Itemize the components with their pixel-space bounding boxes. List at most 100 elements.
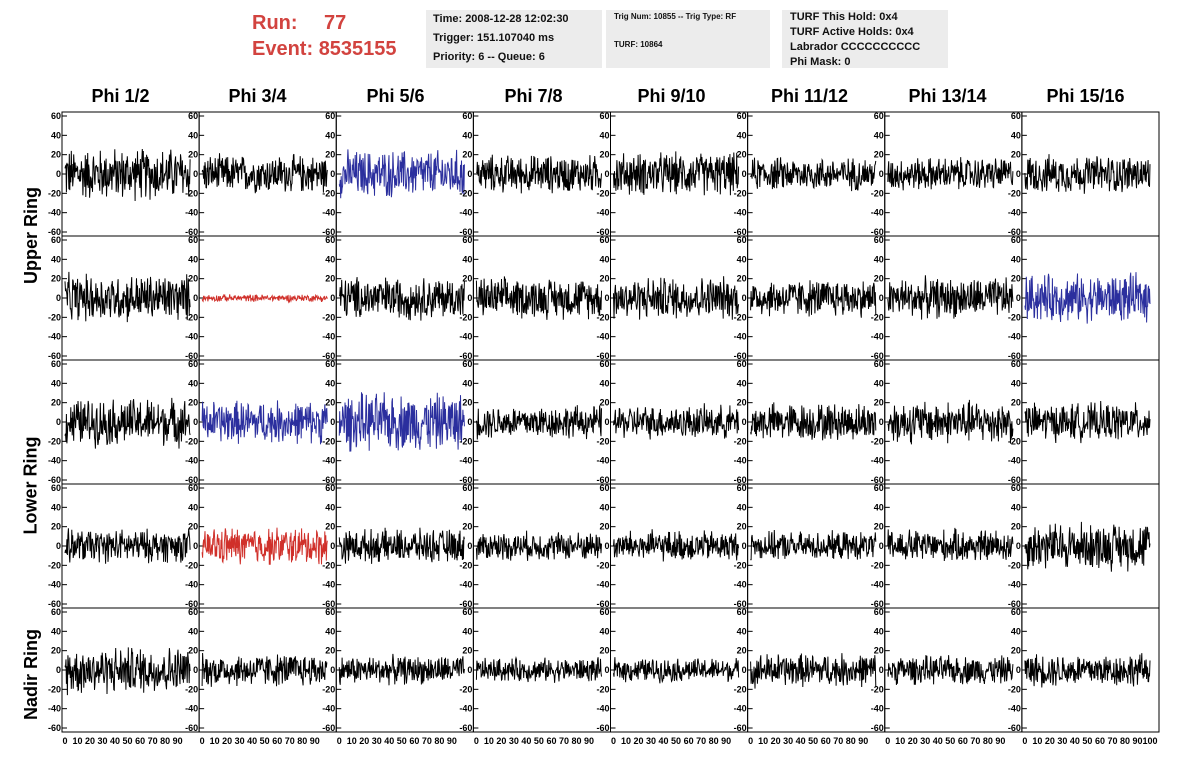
x-tick-label: 100 bbox=[1142, 736, 1157, 746]
x-tick-label: 40 bbox=[659, 736, 669, 746]
column-header-phi-15-16: Phi 15/16 bbox=[1046, 86, 1125, 106]
x-tick-label: 50 bbox=[671, 736, 681, 746]
waveform-panel: 60 40 20 0 -20 -40 -60 bbox=[871, 359, 1023, 485]
y-tick-label: 0 bbox=[604, 541, 609, 551]
x-tick-label: 60 bbox=[958, 736, 968, 746]
waveform-panel: 60 40 20 0 -20 -40 -60 bbox=[185, 607, 337, 733]
waveform-panel: 60 40 20 0 -20 -40 -60 bbox=[459, 235, 611, 361]
y-tick-label: -20 bbox=[1008, 188, 1021, 198]
waveform-trace bbox=[613, 657, 740, 684]
event-value: 8535155 bbox=[318, 38, 397, 60]
y-tick-label: -40 bbox=[734, 704, 747, 714]
y-tick-label: -60 bbox=[1008, 351, 1021, 361]
y-tick-label: 40 bbox=[737, 378, 747, 388]
y-tick-label: -60 bbox=[459, 723, 472, 733]
y-tick-label: -40 bbox=[871, 456, 884, 466]
x-tick-label: 30 bbox=[372, 736, 382, 746]
y-tick-label: 60 bbox=[51, 235, 61, 245]
y-tick-label: -60 bbox=[596, 351, 609, 361]
waveform-panel: 60 40 20 0 -20 -40 -60 bbox=[596, 607, 749, 733]
waveform-panel: 60 40 20 0 -20 -40 -60 bbox=[185, 111, 337, 237]
y-tick-label: 0 bbox=[56, 169, 61, 179]
y-tick-label: 20 bbox=[599, 150, 609, 160]
x-tick-label: 10 bbox=[347, 736, 357, 746]
y-tick-label: 60 bbox=[188, 359, 198, 369]
y-tick-label: -60 bbox=[48, 599, 61, 609]
x-tick-label: 30 bbox=[920, 736, 930, 746]
waveform-panel: 60 40 20 0 -20 -40 -60 bbox=[734, 235, 886, 361]
y-tick-label: 20 bbox=[599, 398, 609, 408]
y-tick-label: -60 bbox=[185, 351, 198, 361]
y-tick-label: 20 bbox=[1011, 398, 1021, 408]
x-tick-label: 70 bbox=[833, 736, 843, 746]
column-header-phi-11-12: Phi 11/12 bbox=[770, 86, 849, 106]
x-tick-label: 30 bbox=[783, 736, 793, 746]
run-label: Run: bbox=[252, 12, 298, 34]
y-tick-label: 20 bbox=[874, 522, 884, 532]
x-tick-label: 70 bbox=[970, 736, 980, 746]
y-tick-label: 60 bbox=[874, 235, 884, 245]
column-header-phi-7-8: Phi 7/8 bbox=[504, 86, 563, 106]
x-tick-label: 60 bbox=[546, 736, 556, 746]
y-tick-label: 40 bbox=[737, 254, 747, 264]
y-tick-label: -40 bbox=[1008, 208, 1021, 218]
run-event-header: Run: 77 Event: 8535155 bbox=[252, 10, 422, 62]
y-tick-label: -40 bbox=[871, 704, 884, 714]
y-tick-label: 40 bbox=[599, 378, 609, 388]
x-tick-label: 90 bbox=[310, 736, 320, 746]
x-tick-label: 20 bbox=[359, 736, 369, 746]
y-tick-label: 0 bbox=[879, 665, 884, 675]
y-tick-label: -40 bbox=[48, 580, 61, 590]
x-tick-label: 20 bbox=[222, 736, 232, 746]
x-tick-label: 80 bbox=[709, 736, 719, 746]
y-tick-label: 20 bbox=[462, 398, 472, 408]
waveform-trace bbox=[64, 528, 191, 564]
x-tick-label: 90 bbox=[1132, 736, 1142, 746]
waveform-trace bbox=[475, 154, 602, 194]
y-tick-label: -40 bbox=[596, 332, 609, 342]
waveform-panel: 60 40 20 0 -20 -40 -60 bbox=[1008, 607, 1160, 733]
y-tick-label: -40 bbox=[459, 704, 472, 714]
y-tick-label: 60 bbox=[599, 235, 609, 245]
y-tick-label: 0 bbox=[879, 417, 884, 427]
waveform-trace bbox=[887, 399, 1014, 445]
x-tick-label: 0 bbox=[200, 736, 205, 746]
x-tick-label: 80 bbox=[571, 736, 581, 746]
y-tick-label: -40 bbox=[322, 208, 335, 218]
x-tick-label: 0 bbox=[474, 736, 479, 746]
x-tick-label: 60 bbox=[135, 736, 145, 746]
y-tick-label: -20 bbox=[322, 188, 335, 198]
waveform-trace bbox=[64, 148, 191, 202]
y-tick-label: 60 bbox=[1011, 483, 1021, 493]
x-tick-label: 10 bbox=[484, 736, 494, 746]
trig-num-text: Trig Num: 10855 -- Trig Type: RF bbox=[614, 12, 737, 21]
x-tick-label: 10 bbox=[73, 736, 83, 746]
y-tick-label: -40 bbox=[459, 208, 472, 218]
labrador-text: Labrador CCCCCCCCCC bbox=[790, 41, 921, 53]
y-tick-label: 0 bbox=[1016, 665, 1021, 675]
y-tick-label: -40 bbox=[185, 704, 198, 714]
y-tick-label: 60 bbox=[325, 359, 335, 369]
x-tick-label: 80 bbox=[434, 736, 444, 746]
y-tick-label: 60 bbox=[462, 607, 472, 617]
y-tick-label: 20 bbox=[188, 646, 198, 656]
y-tick-label: -60 bbox=[185, 723, 198, 733]
x-tick-label: 70 bbox=[285, 736, 295, 746]
x-tick-label: 40 bbox=[933, 736, 943, 746]
waveform-panel: 60 40 20 0 -20 -40 -60 bbox=[596, 359, 749, 485]
x-tick-label: 20 bbox=[771, 736, 781, 746]
y-tick-label: -20 bbox=[596, 188, 609, 198]
waveform-trace bbox=[64, 397, 191, 449]
x-tick-label: 0 bbox=[885, 736, 890, 746]
y-tick-label: -60 bbox=[1008, 475, 1021, 485]
y-tick-label: -60 bbox=[871, 599, 884, 609]
waveform-panel: 60 40 20 0 -20 -40 -60 bbox=[734, 483, 886, 609]
x-tick-label: 80 bbox=[1120, 736, 1130, 746]
y-tick-label: 20 bbox=[325, 398, 335, 408]
y-tick-label: 60 bbox=[188, 483, 198, 493]
y-tick-label: 0 bbox=[1016, 169, 1021, 179]
waveform-panel: 60 40 20 0 -20 -40 -60 bbox=[1008, 235, 1160, 361]
y-tick-label: 60 bbox=[874, 483, 884, 493]
y-tick-label: -40 bbox=[734, 332, 747, 342]
y-tick-label: 40 bbox=[325, 130, 335, 140]
